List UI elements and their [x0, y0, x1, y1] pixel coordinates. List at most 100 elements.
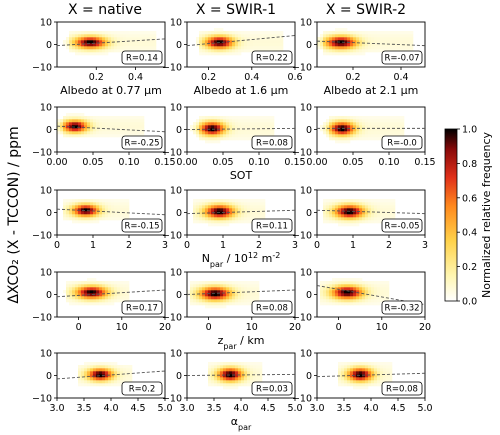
heat-cell: [344, 377, 348, 381]
heat-cell: [214, 293, 218, 297]
heat-cell: [238, 293, 242, 297]
heat-cell: [226, 302, 230, 306]
heat-cell: [329, 205, 333, 209]
heat-cell: [75, 302, 79, 306]
heat-cell: [389, 208, 393, 212]
heat-cell: [383, 205, 387, 209]
heat-cell: [81, 31, 85, 35]
heat-cell: [238, 211, 242, 215]
heat-cell: [407, 46, 411, 50]
heat-cell: [123, 374, 127, 378]
heat-cell: [232, 374, 236, 378]
heat-cell: [377, 284, 381, 288]
heat-cell: [226, 365, 230, 369]
heat-cell: [359, 371, 363, 375]
heat-cell: [72, 211, 76, 215]
heat-cell: [395, 128, 399, 132]
heat-cell: [253, 377, 257, 381]
heat-cell: [383, 199, 387, 203]
heat-cell: [214, 365, 218, 369]
heat-cell: [377, 40, 381, 44]
heat-cell: [211, 116, 215, 120]
heat-cell: [250, 49, 254, 53]
heat-cell: [117, 49, 121, 53]
y-tick-label: −10: [292, 394, 312, 405]
heat-cell: [250, 299, 254, 303]
heat-cell: [238, 362, 242, 366]
y-tick-label: −10: [292, 231, 312, 242]
heat-cell: [353, 214, 357, 218]
heat-cell: [217, 28, 221, 32]
heat-cell: [214, 362, 218, 366]
heat-cell: [371, 34, 375, 38]
heat-cell: [90, 365, 94, 369]
heat-cell: [262, 208, 266, 212]
heat-cell: [193, 220, 197, 224]
heat-cell: [214, 368, 218, 372]
heat-cell: [96, 52, 100, 56]
y-tick-label: 10: [40, 186, 52, 197]
heat-cell: [338, 296, 342, 300]
fit-line: [316, 209, 426, 215]
heat-cell: [129, 31, 133, 35]
heat-cell: [75, 214, 79, 218]
heat-cell: [329, 46, 333, 50]
heat-cell: [93, 37, 97, 41]
heat-cell: [217, 34, 221, 38]
heat-cell: [208, 362, 212, 366]
heat-cell: [217, 46, 221, 50]
heat-cell: [359, 281, 363, 285]
heat-cell: [202, 49, 206, 53]
heat-cell: [338, 37, 342, 41]
r-box: [381, 218, 423, 233]
heat-cell: [217, 374, 221, 378]
heat-cell: [105, 205, 109, 209]
heat-cell: [229, 290, 233, 294]
heat-cell: [81, 281, 85, 285]
heat-cell: [256, 374, 260, 378]
heat-cell: [196, 37, 200, 41]
x-tick-label: 0.4: [393, 72, 408, 83]
heat-cell: [199, 40, 203, 44]
heat-cell: [108, 299, 112, 303]
colorbar-tick-label: 0.6: [462, 193, 477, 204]
heat-cell: [244, 125, 248, 129]
heat-cell: [259, 211, 263, 215]
fit-line: [186, 289, 296, 295]
heat-cell: [368, 362, 372, 366]
heat-cell: [84, 34, 88, 38]
heat-cell: [229, 137, 233, 141]
heat-cell: [344, 371, 348, 375]
heat-cell: [111, 284, 115, 288]
heat-cell: [353, 278, 357, 282]
heat-cell: [320, 34, 324, 38]
heat-cell: [374, 125, 378, 129]
heat-cell: [129, 131, 133, 135]
heat-cell: [96, 131, 100, 135]
heat-cell: [75, 37, 79, 41]
heat-cell: [389, 377, 393, 381]
heat-cell: [229, 365, 233, 369]
heat-cell: [332, 220, 336, 224]
heat-cell: [356, 199, 360, 203]
heat-cell: [126, 199, 130, 203]
heat-cell: [108, 383, 112, 387]
heat-cell: [359, 49, 363, 53]
heat-cell: [383, 119, 387, 123]
heat-cell: [220, 368, 224, 372]
colorbar: 0.00.20.40.60.81.0 Normalized relative f…: [444, 125, 493, 308]
heat-cell: [238, 43, 242, 47]
heat-cell: [220, 119, 224, 123]
heat-cell: [265, 46, 269, 50]
heat-cell: [323, 49, 327, 53]
heat-cell: [114, 374, 118, 378]
heat-cell: [386, 365, 390, 369]
heat-cell: [108, 202, 112, 206]
heat-cell: [199, 116, 203, 120]
heat-cell: [247, 293, 251, 297]
heat-cell: [223, 46, 227, 50]
heat-cell: [102, 125, 106, 129]
heat-cell: [72, 202, 76, 206]
heat-cell: [353, 380, 357, 384]
heat-cell: [365, 137, 369, 141]
